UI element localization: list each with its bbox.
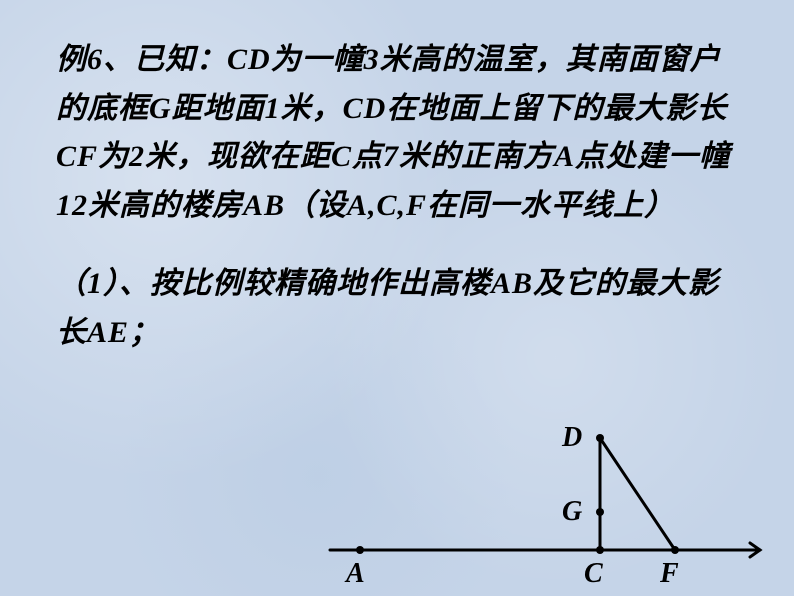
label-C: C bbox=[584, 558, 603, 590]
label-D: D bbox=[562, 422, 582, 454]
label-G: G bbox=[562, 496, 582, 528]
question-part-1: （1）、按比例较精确地作出高楼AB及它的最大影长AE； bbox=[56, 260, 746, 357]
label-F: F bbox=[660, 558, 679, 590]
label-A: A bbox=[346, 558, 365, 590]
diagram-svg bbox=[330, 420, 760, 590]
slide-content: 例6、已知：CD为一幢3米高的温室，其南面窗户的底框G距地面1米，CD在地面上留… bbox=[0, 0, 794, 358]
problem-statement: 例6、已知：CD为一幢3米高的温室，其南面窗户的底框G距地面1米，CD在地面上留… bbox=[56, 36, 746, 230]
geometry-diagram: D G A C F bbox=[330, 420, 760, 590]
